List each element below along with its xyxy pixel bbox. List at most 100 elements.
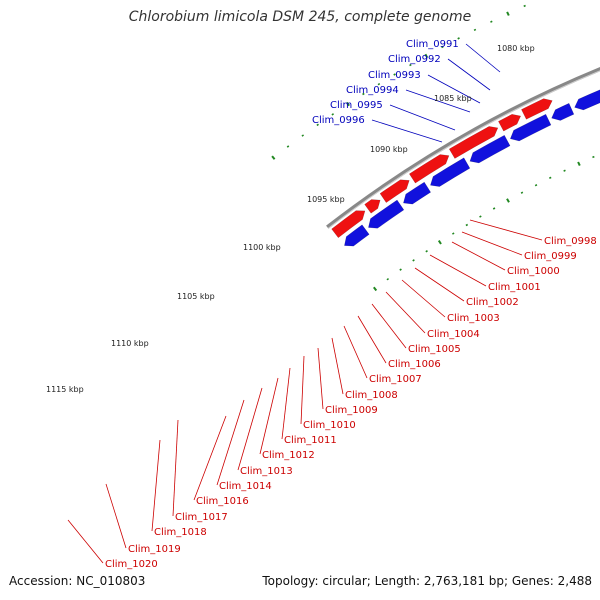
gene-label-forward: Clim_1011 — [284, 435, 337, 446]
gene-label-reverse: Clim_0994 — [346, 85, 399, 96]
leader-forward-4 — [414, 267, 465, 302]
reverse-gene-6 — [551, 102, 575, 121]
gene-label-forward: Clim_1004 — [427, 329, 480, 340]
inner-tick-5 — [437, 240, 442, 245]
leader-reverse-5 — [371, 119, 443, 143]
outer-tick-10 — [424, 53, 429, 59]
reverse-gene-0 — [344, 224, 370, 247]
outer-tick-16 — [523, 4, 526, 8]
leader-forward-21 — [67, 519, 104, 564]
outer-tick-13 — [473, 28, 477, 32]
kbp-label-1110: 1110 kbp — [111, 339, 149, 348]
leader-forward-11 — [317, 347, 324, 410]
leader-forward-2 — [451, 241, 506, 271]
accession-text: Accession: NC_010803 — [9, 574, 146, 588]
backbone-group — [326, 67, 600, 229]
outer-tick-1 — [286, 145, 290, 148]
outer-tick-14 — [490, 20, 493, 23]
gene-label-forward: Clim_1000 — [507, 266, 560, 277]
inner-tick-3 — [412, 259, 415, 262]
outer-tick-4 — [331, 113, 335, 116]
leader-forward-18 — [172, 419, 179, 517]
outer-tick-9 — [409, 63, 412, 67]
leader-forward-9 — [343, 325, 368, 379]
gene-label-forward: Clim_1009 — [325, 405, 378, 416]
leader-forward-13 — [281, 367, 291, 440]
gene-label-forward: Clim_1005 — [408, 344, 461, 355]
leader-reverse-0 — [465, 43, 501, 73]
gene-label-forward: Clim_1010 — [303, 420, 356, 431]
leader-forward-15 — [237, 387, 263, 471]
gene-label-forward: Clim_1012 — [262, 450, 315, 461]
gene-label-forward: Clim_1003 — [447, 313, 500, 324]
reverse-gene-7 — [574, 89, 600, 111]
reverse-gene-4 — [469, 134, 511, 164]
outer-tick-15 — [506, 11, 510, 16]
reverse-gene-3 — [430, 157, 471, 187]
reverse-gene-1 — [368, 199, 405, 229]
outer-tick-6 — [362, 92, 365, 96]
leader-forward-17 — [193, 415, 227, 501]
reverse-gene-2 — [403, 181, 432, 205]
genome-backbone-highlight — [327, 70, 600, 229]
gene-label-forward: Clim_1002 — [466, 297, 519, 308]
inner-tick-9 — [492, 207, 496, 210]
inner-tick-7 — [465, 223, 469, 227]
inner-tick-16 — [592, 155, 595, 159]
kbp-label-1090: 1090 kbp — [370, 145, 408, 154]
gene-label-forward: Clim_1019 — [128, 544, 181, 555]
inner-tick-12 — [534, 184, 538, 187]
gene-label-reverse: Clim_0991 — [406, 39, 459, 50]
leader-reverse-3 — [405, 89, 471, 113]
forward-gene-6 — [521, 98, 553, 120]
gene-label-forward: Clim_1020 — [105, 559, 158, 570]
forward-gene-2 — [379, 179, 410, 203]
kbp-label-1105: 1105 kbp — [177, 292, 215, 301]
gene-label-forward: Clim_1008 — [345, 390, 398, 401]
gene-features — [331, 89, 600, 247]
gene-labels: Clim_0991 Clim_0992 Clim_0993 Clim_0994 Clim… — [105, 39, 597, 570]
inner-tick-1 — [386, 277, 389, 281]
leader-forward-0 — [469, 219, 543, 241]
gene-label-reverse: Clim_0993 — [368, 70, 421, 81]
outer-tick-5 — [346, 101, 350, 107]
leader-forward-10 — [331, 337, 344, 395]
forward-gene-1 — [364, 199, 381, 214]
leader-reverse-2 — [427, 74, 481, 104]
map-title: Chlorobium limicola DSM 245, complete ge… — [128, 9, 472, 25]
leader-forward-20 — [105, 483, 127, 549]
kbp-axis-labels: 1080 kbp 1085 kbp 1090 kbp 1095 kbp 1100… — [46, 44, 535, 394]
gene-label-forward: Clim_0999 — [524, 251, 577, 262]
leader-forward-3 — [429, 254, 487, 287]
inner-tick-10 — [506, 198, 510, 203]
gene-label-forward: Clim_1001 — [488, 282, 541, 293]
leader-forward-7 — [371, 303, 407, 349]
outer-tick-12 — [457, 37, 460, 40]
leader-forward-6 — [385, 291, 426, 334]
forward-gene-0 — [331, 210, 366, 239]
gene-label-reverse: Clim_0996 — [312, 115, 365, 126]
gene-label-reverse: Clim_0995 — [330, 100, 383, 111]
gene-label-forward: Clim_0998 — [544, 236, 597, 247]
leader-forward-12 — [300, 355, 305, 425]
genome-stats-text: Topology: circular; Length: 2,763,181 bp… — [262, 574, 592, 588]
forward-gene-4 — [448, 126, 499, 159]
leader-forward-16 — [216, 399, 245, 486]
outer-tick-11 — [441, 45, 444, 49]
outer-tick-7 — [377, 82, 381, 86]
gene-label-reverse: Clim_0992 — [388, 54, 441, 65]
inner-tick-14 — [563, 169, 566, 172]
reverse-gene-5 — [509, 113, 552, 142]
inner-tick-2 — [399, 268, 402, 271]
leader-forward-19 — [151, 439, 161, 532]
outer-tick-ring — [271, 4, 526, 160]
genome-backbone — [326, 67, 600, 229]
inner-tick-0 — [373, 286, 378, 292]
leader-reverse-4 — [389, 104, 456, 131]
leader-forward-5 — [401, 279, 446, 318]
inner-tick-13 — [548, 176, 552, 180]
kbp-label-1080: 1080 kbp — [497, 44, 535, 53]
forward-gene-3 — [408, 154, 450, 184]
